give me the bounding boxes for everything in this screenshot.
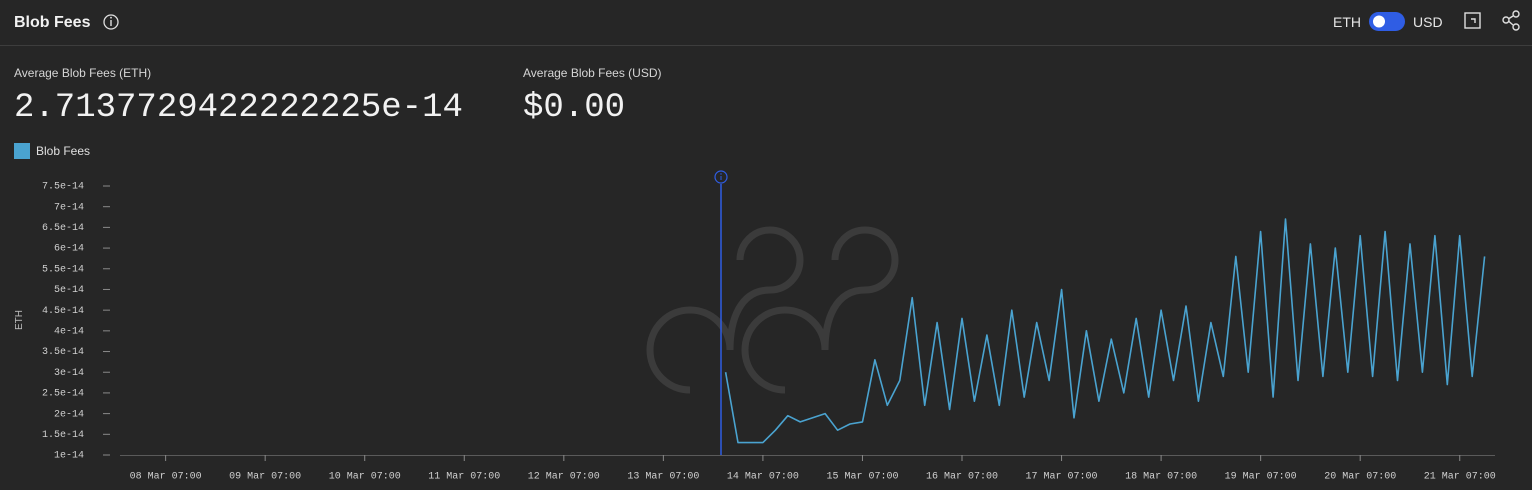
watermark bbox=[646, 226, 899, 394]
y-tick-label: 7e-14 bbox=[54, 202, 84, 213]
x-tick-label: 19 Mar 07:00 bbox=[1225, 472, 1297, 483]
y-tick-label: 4.5e-14 bbox=[42, 306, 84, 317]
stat-value: $0.00 bbox=[523, 89, 625, 127]
x-tick-label: 13 Mar 07:00 bbox=[627, 472, 699, 483]
y-tick-label: 6e-14 bbox=[54, 244, 84, 255]
x-tick-label: 09 Mar 07:00 bbox=[229, 472, 301, 483]
stat-value: 2.7137729422222225e-14 bbox=[14, 89, 463, 127]
y-axis-label: ETH bbox=[14, 310, 25, 330]
y-tick-label: 2e-14 bbox=[54, 409, 84, 420]
y-tick-label: 1e-14 bbox=[54, 451, 84, 462]
y-tick-label: 7.5e-14 bbox=[42, 182, 84, 193]
expand-icon[interactable] bbox=[1464, 12, 1481, 29]
x-tick-label: 21 Mar 07:00 bbox=[1424, 472, 1496, 483]
stat-label: Average Blob Fees (ETH) bbox=[14, 66, 151, 80]
y-tick-label: 4e-14 bbox=[54, 326, 84, 337]
x-tick-label: 20 Mar 07:00 bbox=[1324, 472, 1396, 483]
stat-label: Average Blob Fees (USD) bbox=[523, 66, 662, 80]
y-tick-label: 5.5e-14 bbox=[42, 264, 84, 275]
panel-title: Blob Fees bbox=[14, 14, 91, 31]
y-tick-label: 5e-14 bbox=[54, 285, 84, 296]
share-icon[interactable] bbox=[1502, 10, 1520, 31]
y-tick-label: 6.5e-14 bbox=[42, 223, 84, 234]
y-tick-label: 1.5e-14 bbox=[42, 430, 84, 441]
data-line bbox=[724, 218, 1486, 444]
x-tick-label: 14 Mar 07:00 bbox=[727, 472, 799, 483]
x-tick-label: 15 Mar 07:00 bbox=[826, 472, 898, 483]
info-icon[interactable] bbox=[103, 14, 119, 30]
legend-swatch bbox=[14, 143, 30, 159]
x-tick-label: 16 Mar 07:00 bbox=[926, 472, 998, 483]
legend-label[interactable]: Blob Fees bbox=[36, 144, 90, 158]
x-tick-label: 12 Mar 07:00 bbox=[528, 472, 600, 483]
y-tick-label: 3e-14 bbox=[54, 368, 84, 379]
currency-toggle[interactable] bbox=[1369, 12, 1405, 31]
x-tick-label: 18 Mar 07:00 bbox=[1125, 472, 1197, 483]
y-tick-label: 3.5e-14 bbox=[42, 347, 84, 358]
x-tick-label: 08 Mar 07:00 bbox=[130, 472, 202, 483]
y-tick-label: 2.5e-14 bbox=[42, 389, 84, 400]
event-marker-icon[interactable] bbox=[714, 170, 728, 184]
x-tick-label: 17 Mar 07:00 bbox=[1026, 472, 1098, 483]
toggle-label: USD bbox=[1413, 14, 1443, 30]
toggle-label: ETH bbox=[1333, 14, 1361, 30]
x-tick-label: 11 Mar 07:00 bbox=[428, 472, 500, 483]
x-tick-label: 10 Mar 07:00 bbox=[329, 472, 401, 483]
